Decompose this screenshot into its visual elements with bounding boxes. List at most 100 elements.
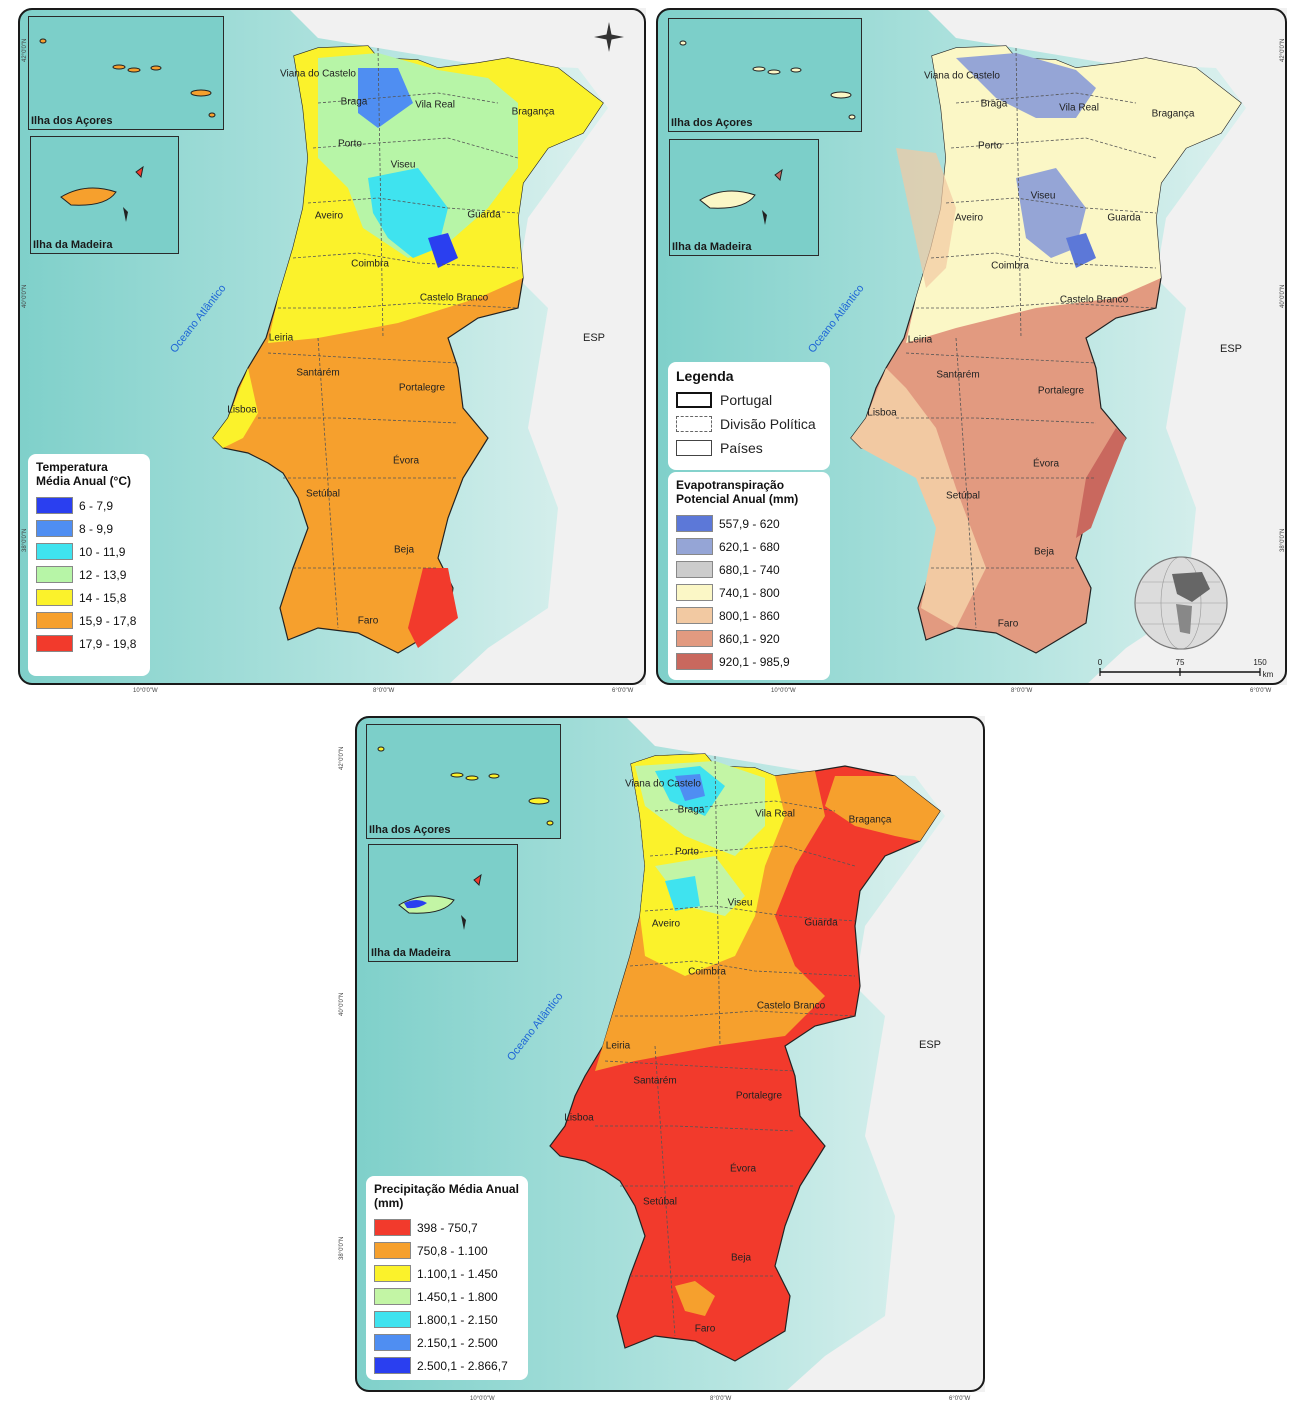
legend-swatch <box>374 1334 411 1351</box>
lat-label: 42°0'0"N <box>339 746 345 770</box>
inset-azores-label: Ilha dos Açores <box>369 824 451 836</box>
legend-item: 6 - 7,9 <box>36 494 142 517</box>
legend-item: 14 - 15,8 <box>36 586 142 609</box>
legend-label: 2.500,1 - 2.866,7 <box>417 1358 508 1373</box>
city-label: Viseu <box>727 897 753 909</box>
city-label: Santarém <box>633 1075 677 1087</box>
legend-item: Divisão Política <box>676 412 822 436</box>
inset-madeira: Ilha da Madeira <box>30 136 179 254</box>
legend-item: 12 - 13,9 <box>36 563 142 586</box>
lat-label: 42°0'0"N <box>22 38 28 62</box>
scale-bar-graphic <box>1099 668 1261 676</box>
city-label: Porto <box>675 846 699 858</box>
city-label: Évora <box>729 1163 757 1175</box>
city-label: Guarda <box>467 209 501 221</box>
legend-item: 2.150,1 - 2.500 <box>374 1331 520 1354</box>
azores-islands <box>679 40 856 120</box>
legend-swatch <box>676 561 713 578</box>
city-label: Viseu <box>390 159 416 171</box>
evapotranspiration-map: Ilha dos Açores Ilha da Madeira Oceano A… <box>656 8 1287 694</box>
city-label: Viana do Castelo <box>625 778 701 790</box>
globe-icon <box>1134 556 1228 650</box>
azores-islands <box>377 746 554 826</box>
evapotranspiration-legend: Evapotranspiração Potencial Anual (mm) 5… <box>668 472 830 680</box>
legend-label: 620,1 - 680 <box>719 539 780 554</box>
legend-item: 740,1 - 800 <box>676 581 822 604</box>
lon-label: 10°0'0"W <box>470 1396 495 1402</box>
legend-item: 750,8 - 1.100 <box>374 1239 520 1262</box>
legend-swatch <box>374 1357 411 1374</box>
legend-swatch <box>36 612 73 629</box>
legend-label: 398 - 750,7 <box>417 1220 478 1235</box>
city-label: Faro <box>997 618 1019 630</box>
city-label: Castelo Branco <box>756 1000 826 1012</box>
country-label: ESP <box>1220 343 1243 355</box>
lat-label: 42°0'0"N <box>1280 38 1286 62</box>
city-label: Braga <box>340 96 368 108</box>
city-label: Guarda <box>804 917 838 929</box>
legend-label: Países <box>720 440 763 456</box>
legend-item: 8 - 9,9 <box>36 517 142 540</box>
legend-swatch <box>36 543 73 560</box>
legend-item: 800,1 - 860 <box>676 604 822 627</box>
city-label: Portalegre <box>1037 385 1085 397</box>
country-label: ESP <box>919 1039 942 1051</box>
legend-label: 12 - 13,9 <box>79 567 127 582</box>
legend-item: 1.800,1 - 2.150 <box>374 1308 520 1331</box>
legend-label: 557,9 - 620 <box>719 516 780 531</box>
legend-item: 557,9 - 620 <box>676 512 822 535</box>
legend-item: Portugal <box>676 388 822 412</box>
legend-item: 680,1 - 740 <box>676 558 822 581</box>
legend-item: 398 - 750,7 <box>374 1216 520 1239</box>
city-label: Portalegre <box>735 1090 783 1102</box>
legend-item: Países <box>676 436 822 460</box>
city-label: Faro <box>357 615 379 627</box>
legend-label: Portugal <box>720 392 773 408</box>
legend-item: 15,9 - 17,8 <box>36 609 142 632</box>
inset-madeira: Ilha da Madeira <box>368 844 518 962</box>
city-label: Coimbra <box>351 258 389 270</box>
city-label: Portalegre <box>398 382 446 394</box>
inset-madeira-label: Ilha da Madeira <box>33 239 113 251</box>
city-label: Porto <box>338 138 362 150</box>
legend-swatch <box>374 1219 411 1236</box>
legend-swatch <box>676 607 713 624</box>
temperature-map: Ilha dos Açores Ilha da Madeira Oceano A… <box>18 8 646 694</box>
inset-madeira-label: Ilha da Madeira <box>672 241 752 253</box>
city-label: Vila Real <box>1059 102 1099 114</box>
temperature-legend: Temperatura Média Anual (°C) 6 - 7,9 8 -… <box>28 454 150 676</box>
lat-label: 38°0'0"N <box>339 1236 345 1260</box>
city-label: Braga <box>980 98 1008 110</box>
inset-azores: Ilha dos Açores <box>28 16 224 130</box>
scale-tick: 150 <box>1253 658 1267 667</box>
city-label: Viana do Castelo <box>280 68 356 80</box>
lon-label: 10°0'0"W <box>771 688 796 694</box>
legend-item: 1.450,1 - 1.800 <box>374 1285 520 1308</box>
city-label: Viseu <box>1030 190 1056 202</box>
countries-symbol <box>676 440 712 456</box>
lat-label: 38°0'0"N <box>1280 528 1286 552</box>
legend-swatch <box>676 538 713 555</box>
legend-swatch <box>374 1311 411 1328</box>
legend-title: Evapotranspiração Potencial Anual (mm) <box>676 478 799 506</box>
city-label: Leiria <box>907 334 933 346</box>
legend-swatch <box>36 589 73 606</box>
legend-item: 1.100,1 - 1.450 <box>374 1262 520 1285</box>
inset-azores: Ilha dos Açores <box>366 724 561 839</box>
city-label: Aveiro <box>651 918 681 930</box>
city-label: Setúbal <box>946 490 980 502</box>
city-label: Lisboa <box>867 407 897 419</box>
lon-label: 10°0'0"W <box>133 688 158 694</box>
legend-label: 1.800,1 - 2.150 <box>417 1312 498 1327</box>
lon-label: 8°0'0"W <box>373 688 395 694</box>
city-label: Aveiro <box>954 212 984 224</box>
legend-label: 750,8 - 1.100 <box>417 1243 488 1258</box>
city-label: Aveiro <box>314 210 344 222</box>
city-label: Castelo Branco <box>419 292 489 304</box>
legend-title: Precipitação Média Anual (mm) <box>374 1182 519 1210</box>
city-label: Coimbra <box>991 260 1029 272</box>
legend-swatch <box>36 520 73 537</box>
city-label: Bragança <box>511 106 555 118</box>
division-symbol <box>676 416 712 432</box>
city-label: Beja <box>393 544 415 556</box>
